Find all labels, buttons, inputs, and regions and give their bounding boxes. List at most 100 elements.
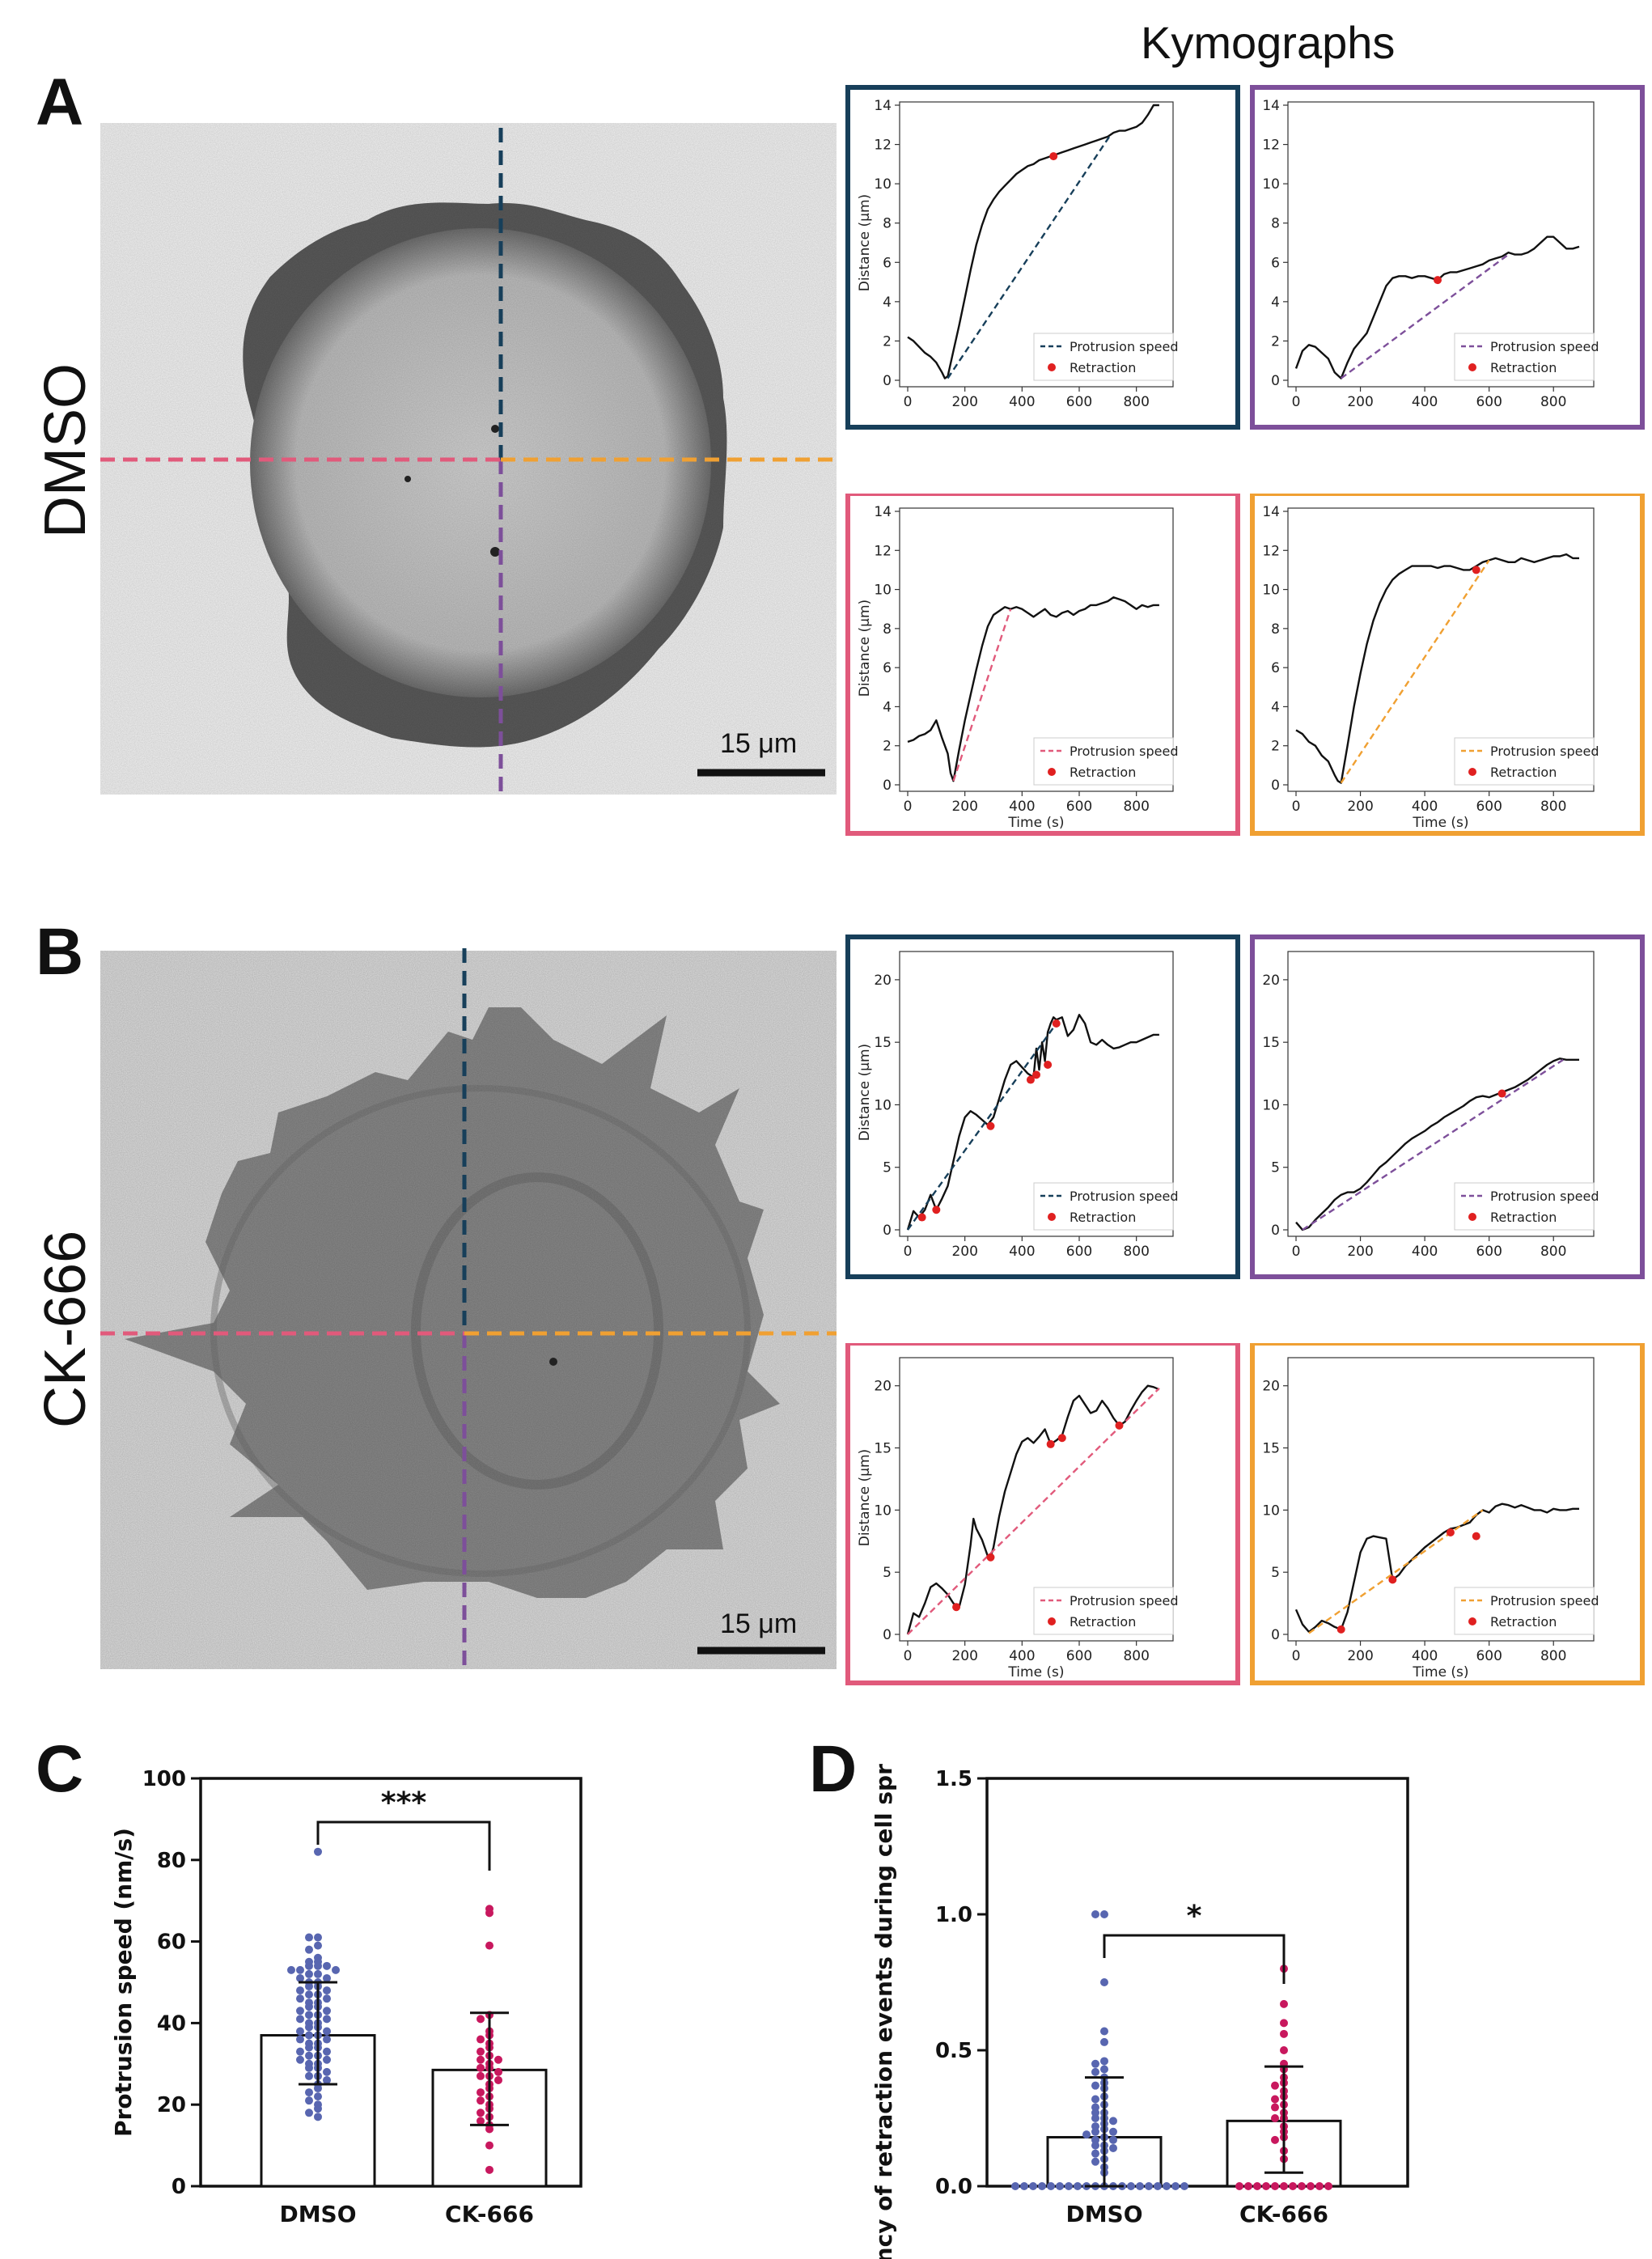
kymo-ytick-label: 4: [1271, 295, 1280, 311]
kymo-xtick-label: 400: [1412, 1244, 1438, 1260]
data-point-ck-666: [485, 1941, 493, 1950]
kymo-ytick-label: 10: [874, 176, 892, 193]
cell-image-ck666: [100, 951, 837, 1669]
kymo-legend-dot-swatch: [1468, 363, 1476, 371]
data-point-dmso: [305, 2011, 313, 2020]
data-point-dmso: [1100, 1978, 1108, 1986]
data-point-dmso: [296, 2035, 304, 2044]
kymo-legend-dot-label: Retraction: [1070, 1210, 1136, 1225]
data-point-dmso: [1109, 2143, 1117, 2152]
kymo-ytick-label: 14: [874, 504, 892, 520]
kymo-legend: [1454, 1182, 1595, 1231]
data-point-ck-666: [1307, 2182, 1315, 2190]
data-point-dmso: [323, 1994, 331, 2003]
significance-bracket: [1103, 1934, 1286, 1984]
kymo-distance-line: [907, 595, 1159, 782]
data-point-dmso: [1091, 2114, 1099, 2122]
bar-ytick-label: 60: [157, 1931, 186, 1955]
data-point-dmso: [1100, 2027, 1108, 2036]
data-point-dmso: [305, 2003, 313, 2011]
data-point-dmso: [296, 1986, 304, 1995]
kymo-ytick-label: 5: [883, 1160, 892, 1176]
data-point-ck-666: [477, 2096, 485, 2105]
kymo-retraction-point: [1336, 1625, 1345, 1634]
data-point-ck-666: [1271, 2135, 1279, 2144]
kymo-retraction-point: [952, 1603, 961, 1612]
kymo-ytick-label: 20: [874, 1379, 892, 1395]
kymo-ytick-label: 0: [1271, 778, 1280, 794]
kymo-xtick-label: 600: [1476, 394, 1502, 410]
kymo-retraction-point: [1026, 1075, 1035, 1084]
data-point-dmso: [296, 2047, 304, 2056]
data-point-ck-666: [1253, 2182, 1261, 2190]
data-point-dmso: [296, 2055, 304, 2064]
data-point-ck-666: [477, 2055, 485, 2064]
data-point-dmso: [323, 1961, 331, 1970]
kymo-axes-box: [1287, 101, 1595, 388]
kymo-axes-box: [899, 507, 1174, 792]
kymo-retraction-point: [1497, 1089, 1506, 1098]
kymo-retraction-point: [1032, 1070, 1040, 1079]
kymo-ytick-label: 10: [874, 1097, 892, 1113]
kymo-legend: [1454, 333, 1595, 381]
kymo-xtick-label: 600: [1066, 1648, 1092, 1664]
kymo-ytick-label: 12: [874, 138, 892, 154]
kymo-xlabel: Time (s): [1412, 815, 1468, 831]
kymo-legend-line-label: Protrusion speed: [1070, 1189, 1179, 1204]
bar-ytick-label: 80: [157, 1849, 186, 1873]
panel-letter-d: D: [809, 1732, 858, 1806]
kymo-xtick-label: 0: [904, 1244, 913, 1260]
data-point-dmso: [305, 2109, 313, 2117]
kymo-xtick-label: 0: [1292, 1244, 1301, 1260]
data-point-ck-666: [1280, 2182, 1288, 2190]
kymo-ylabel: Distance (μm): [857, 194, 873, 291]
kymo-legend-line-label: Protrusion speed: [1490, 744, 1599, 759]
data-point-ck-666: [485, 2125, 493, 2134]
data-point-dmso: [305, 1969, 313, 1978]
kymo-xtick-label: 200: [951, 1648, 977, 1664]
kymograph-a-purple: 0 2 4 6 8 10 12 14 0 200 400 600 800 Protrusion speed…: [1250, 85, 1645, 430]
bar-ylabel: Frequency of retraction events during ce…: [870, 1764, 897, 2259]
data-point-dmso: [314, 2104, 322, 2113]
kymo-ytick-label: 5: [1271, 1160, 1280, 1176]
kymo-legend: [1033, 1182, 1174, 1231]
kymo-ytick-label: 5: [1271, 1565, 1280, 1581]
kymograph-a-orange: 0 2 4 6 8 10 12 14 0 200 400 600 800 Time (s) Protrusi…: [1250, 494, 1645, 836]
data-point-dmso: [1180, 2182, 1188, 2190]
data-point-dmso: [314, 2084, 322, 2093]
kymo-ytick-label: 8: [883, 621, 892, 638]
kymo-distance-line: [1295, 553, 1579, 784]
kymo-retraction-point: [917, 1213, 926, 1222]
kymo-retraction-point: [986, 1121, 995, 1130]
data-point-dmso: [1047, 2182, 1055, 2190]
kymo-ytick-label: 15: [874, 1035, 892, 1051]
kymo-ytick-label: 14: [1262, 98, 1280, 114]
data-point-ck-666: [1298, 2182, 1306, 2190]
kymo-distance-line: [906, 1013, 1159, 1231]
kymo-axes-box: [899, 951, 1174, 1237]
data-point-ck-666: [1280, 2046, 1288, 2054]
kymo-xtick-label: 0: [1292, 799, 1301, 815]
data-point-dmso: [1020, 2182, 1028, 2190]
bar-ytick-label: 20: [157, 2093, 186, 2117]
kymo-axes-box: [1287, 951, 1595, 1237]
kymo-protrusion-speed-line: [947, 134, 1112, 379]
data-point-dmso: [323, 2047, 331, 2056]
kymo-axes-box: [899, 101, 1174, 388]
data-point-dmso: [1091, 2127, 1099, 2136]
kymo-protrusion-speed-line: [907, 1023, 1057, 1231]
kymo-ytick-label: 6: [883, 255, 892, 271]
data-point-dmso: [1091, 1910, 1099, 1918]
kymo-axes-box: [1287, 1357, 1595, 1642]
kymo-retraction-point: [1052, 1019, 1061, 1028]
bar-ytick-label: 1.0: [935, 1903, 972, 1927]
data-point-dmso: [314, 2113, 322, 2121]
data-point-dmso: [1091, 2059, 1099, 2068]
data-point-dmso: [296, 2027, 304, 2036]
scalebar-b-label: 15 μm: [720, 1608, 798, 1639]
kymo-legend: [1033, 333, 1174, 381]
kymo-retraction-point: [1049, 152, 1058, 161]
panel-letter-b: B: [36, 915, 84, 989]
